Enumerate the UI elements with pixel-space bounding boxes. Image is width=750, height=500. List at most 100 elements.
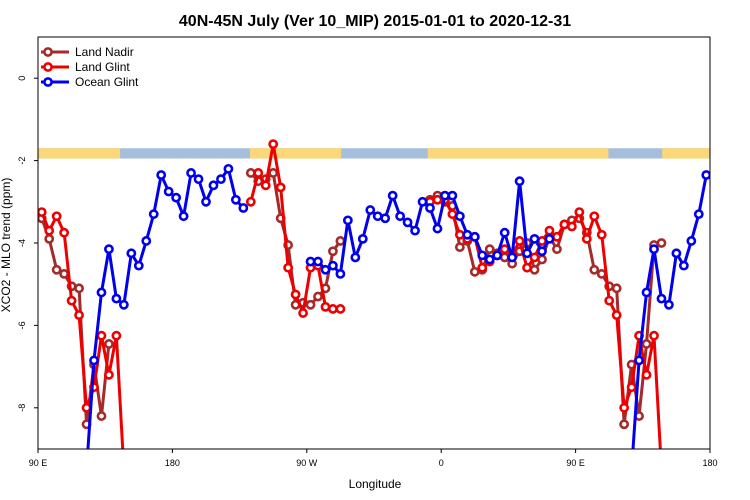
ocean-glint-point: [678, 260, 689, 271]
ocean-glint-point: [133, 260, 144, 271]
land-nadir-point: [454, 242, 465, 253]
land-glint-point: [447, 209, 458, 220]
ocean-glint-point: [664, 299, 674, 310]
legend-label: Ocean Glint: [75, 75, 139, 89]
land-band: [38, 148, 121, 159]
y-tick-label: -6: [17, 321, 27, 329]
land-glint-point: [604, 295, 615, 306]
x-tick-label: 180: [165, 458, 180, 468]
ocean-glint-point: [477, 250, 488, 261]
ocean-glint-point: [447, 190, 458, 201]
land-glint-point: [283, 262, 294, 273]
land-nadir-point: [268, 168, 279, 178]
series-layer: [38, 139, 710, 449]
ocean-glint-point: [507, 252, 518, 263]
ocean-glint-point: [514, 176, 525, 187]
legend-item-ocean-glint: Ocean Glint: [41, 75, 139, 89]
ocean-glint-point: [216, 174, 226, 185]
land-nadir-point: [96, 411, 107, 421]
land-nadir-point: [245, 168, 256, 178]
ocean-glint-point: [417, 196, 428, 207]
land-glint-point: [626, 382, 637, 393]
y-axis: 0 -2 -4 -6 -8: [17, 76, 38, 412]
ocean-glint-point: [499, 227, 510, 238]
legend-marker: [43, 47, 53, 57]
land-glint-point: [59, 227, 70, 238]
legend-marker: [43, 77, 53, 87]
land-nadir-point: [74, 283, 84, 294]
land-glint-point: [581, 233, 592, 244]
land-glint-point: [477, 262, 488, 273]
ocean-glint-point: [178, 211, 189, 222]
ocean-glint-point: [104, 244, 114, 255]
land-nadir-point: [104, 339, 114, 349]
land-glint-point: [619, 402, 630, 413]
land-glint-point: [51, 211, 62, 222]
ocean-glint-point: [380, 213, 391, 224]
ocean-glint-point: [305, 256, 316, 267]
land-glint-point: [96, 330, 107, 341]
ocean-glint-point: [141, 236, 152, 246]
y-tick-label: -8: [17, 404, 27, 412]
land-glint-point: [641, 369, 652, 380]
land-glint-point: [649, 330, 659, 341]
chart-title: 40N-45N July (Ver 10_MIP) 2015-01-01 to …: [179, 13, 571, 30]
land-nadir-point: [335, 236, 346, 246]
ocean-glint-line: [631, 174, 708, 449]
ocean-glint-point: [201, 196, 211, 207]
land-nadir-point: [469, 266, 480, 277]
land-glint-point: [245, 196, 256, 207]
land-glint-point: [66, 295, 77, 306]
land-nadir-point: [44, 233, 55, 244]
land-glint-point: [320, 301, 331, 312]
land-ocean-strip: [38, 148, 710, 159]
ocean-glint-point: [328, 260, 338, 271]
ocean-glint-point: [634, 355, 644, 366]
legend-label: Land Nadir: [75, 45, 134, 59]
land-glint-point: [260, 180, 271, 191]
ocean-glint-point: [484, 254, 495, 265]
land-glint-point: [596, 229, 607, 240]
ocean-glint-point: [522, 248, 532, 259]
land-nadir-point: [51, 264, 62, 275]
ocean-glint-point: [440, 190, 450, 201]
land-glint-point: [253, 168, 264, 178]
land-nadir-point: [537, 254, 547, 265]
land-glint-point: [290, 289, 301, 300]
ocean-glint-point: [537, 246, 547, 257]
ocean-glint-point: [223, 163, 234, 174]
x-tick-label: 90 E: [566, 458, 585, 468]
ocean-glint-point: [462, 229, 473, 240]
ocean-glint-point: [649, 244, 659, 255]
y-tick-label: 0: [17, 76, 27, 81]
x-tick-label: 180: [702, 458, 717, 468]
legend-item-land-nadir: Land Nadir: [41, 45, 134, 59]
land-glint-point: [335, 304, 346, 314]
land-nadir-point: [619, 419, 630, 430]
ocean-glint-point: [693, 209, 704, 220]
ocean-glint-point: [454, 211, 465, 222]
ocean-glint-point: [357, 233, 368, 244]
ocean-glint-point: [425, 203, 435, 213]
land-glint-point: [589, 211, 600, 222]
land-glint-point: [611, 310, 622, 320]
land-glint-point: [574, 207, 585, 217]
ocean-glint-point: [469, 231, 480, 242]
ocean-glint-point: [313, 256, 323, 267]
y-tick-label: -4: [17, 239, 27, 247]
x-axis: 90 E 180 90 W 0 90 E 180: [29, 449, 718, 468]
land-band: [662, 148, 710, 159]
y-tick-label: -2: [17, 157, 27, 165]
series-land-nadir: [38, 168, 667, 430]
land-glint-point: [268, 139, 279, 150]
land-nadir-point: [328, 246, 338, 257]
ocean-glint-point: [193, 174, 204, 185]
ocean-glint-point: [544, 233, 555, 244]
land-glint-point: [38, 207, 47, 217]
legend-label: Land Glint: [75, 60, 130, 74]
ocean-glint-point: [320, 264, 331, 275]
land-glint-point: [552, 231, 562, 242]
ocean-glint-point: [163, 186, 174, 197]
